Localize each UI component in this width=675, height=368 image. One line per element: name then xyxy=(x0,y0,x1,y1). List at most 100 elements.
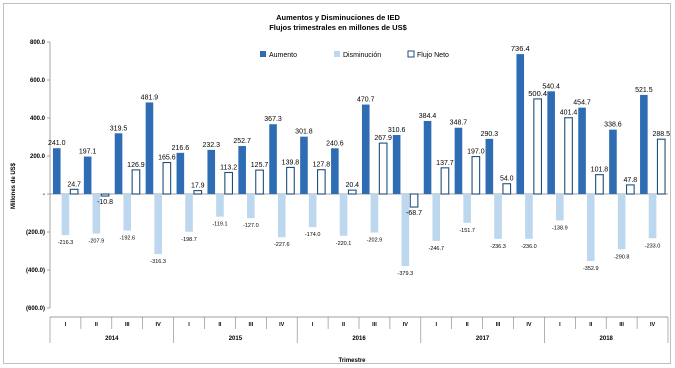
decrease-bar xyxy=(401,194,410,267)
ied-bar-chart: Aumentos y Disminuciones de IED Flujos t… xyxy=(11,13,670,364)
increase-value-label: 216.6 xyxy=(172,145,190,152)
increase-bar xyxy=(516,54,525,194)
chart-frame: Aumentos y Disminuciones de IED Flujos t… xyxy=(3,3,671,364)
quarter-label: II xyxy=(95,322,99,328)
net-flow-bar xyxy=(533,98,542,195)
y-tick-label: (400.0) xyxy=(26,268,45,274)
decrease-value-label: -236.0 xyxy=(521,244,537,250)
increase-bar xyxy=(331,148,339,194)
net-flow-value-label: 139.8 xyxy=(282,159,300,166)
increase-bar xyxy=(114,133,123,194)
increase-value-label: 454.7 xyxy=(573,100,591,107)
decrease-bar xyxy=(494,194,502,239)
y-tick-label: (200.0) xyxy=(26,230,45,236)
net-flow-value-label: 125.7 xyxy=(251,162,269,169)
net-flow-value-label: 54.0 xyxy=(500,176,514,183)
quarter-label: IV xyxy=(279,322,285,328)
increase-value-label: 241.0 xyxy=(48,140,66,147)
increase-value-label: 540.4 xyxy=(542,83,560,90)
decrease-bar xyxy=(463,194,471,223)
increase-bar xyxy=(392,134,401,194)
quarter-label: I xyxy=(435,322,437,328)
net-flow-value-label: 197.0 xyxy=(467,149,485,156)
decrease-value-label: -379.3 xyxy=(398,271,414,277)
y-tick-label: - xyxy=(43,192,45,198)
plot-area: 800.0 600.0 400.0 200.0 - (200.0) (400.0) (600.… xyxy=(26,40,670,343)
decrease-bar xyxy=(216,194,224,217)
increase-value-label: 338.6 xyxy=(604,122,622,129)
increase-value-label: 367.3 xyxy=(264,116,282,123)
net-flow-bar xyxy=(255,169,264,195)
decrease-bar xyxy=(247,194,255,219)
decrease-bar xyxy=(648,194,657,239)
increase-bar xyxy=(300,136,308,194)
increase-bar xyxy=(547,91,555,194)
y-tick-label: 200.0 xyxy=(30,154,46,160)
increase-value-label: 197.1 xyxy=(79,149,97,156)
net-flow-value-label: 165.6 xyxy=(158,155,176,162)
year-label: 2014 xyxy=(105,336,119,342)
increase-bar xyxy=(207,149,216,194)
quarter-label: II xyxy=(589,322,593,328)
y-tick-label: (600.0) xyxy=(26,306,45,312)
net-flow-bar xyxy=(656,138,666,195)
quarter-label: I xyxy=(312,322,314,328)
decrease-bar xyxy=(308,194,317,228)
net-flow-bar xyxy=(224,171,234,195)
decrease-value-label: -233.0 xyxy=(645,243,661,249)
decrease-bar xyxy=(61,194,70,236)
net-flow-bar xyxy=(131,169,141,195)
year-label: 2015 xyxy=(229,336,243,342)
quarter-label: IV xyxy=(403,322,409,328)
decrease-bar xyxy=(92,194,101,234)
year-label: 2018 xyxy=(600,336,614,342)
quarter-label: IV xyxy=(526,322,532,328)
decrease-value-label: -192.6 xyxy=(119,236,135,242)
decrease-value-label: -227.6 xyxy=(274,242,290,248)
decrease-value-label: -151.7 xyxy=(459,228,475,234)
quarter-label: III xyxy=(496,322,501,328)
net-flow-value-label: 267.9 xyxy=(374,135,392,142)
quarter-label: II xyxy=(342,322,346,328)
increase-value-label: 240.6 xyxy=(326,140,344,147)
decrease-value-label: -246.7 xyxy=(428,246,444,252)
legend-label: Aumento xyxy=(269,52,297,59)
legend-item-increase: Aumento xyxy=(260,51,297,59)
increase-bar xyxy=(269,124,277,194)
decrease-value-label: -138.9 xyxy=(552,225,568,231)
net-flow-value-label: 101.8 xyxy=(591,167,609,174)
net-flow-value-label: -10.8 xyxy=(97,199,113,206)
decrease-value-label: -216.3 xyxy=(58,240,74,246)
decrease-value-label: -220.1 xyxy=(336,241,352,247)
increase-value-label: 736.4 xyxy=(511,44,530,53)
decrease-bar xyxy=(556,194,564,221)
net-flow-bar xyxy=(100,193,110,197)
decrease-value-label: -127.0 xyxy=(243,223,259,229)
decrease-bar xyxy=(617,194,626,250)
net-flow-bar xyxy=(286,166,295,195)
increase-bar xyxy=(423,120,432,194)
increase-bar xyxy=(238,145,246,194)
increase-bar xyxy=(83,156,92,194)
net-flow-value-label: 500.4 xyxy=(528,89,547,98)
net-flow-bar xyxy=(69,188,79,195)
increase-value-label: 384.4 xyxy=(419,113,437,120)
decrease-bar xyxy=(432,194,441,241)
quarter-label: III xyxy=(372,322,377,328)
decrease-value-label: -198.7 xyxy=(181,237,197,243)
net-flow-value-label: 47.8 xyxy=(624,177,638,184)
legend-item-decrease: Disminución xyxy=(334,51,381,59)
increase-value-label: 521.5 xyxy=(635,87,653,94)
decrease-bar xyxy=(525,194,533,239)
year-label: 2017 xyxy=(476,336,490,342)
legend-item-net-flow: Flujo Neto xyxy=(407,50,449,59)
y-tick-label: 400.0 xyxy=(30,116,46,122)
decrease-value-label: -352.9 xyxy=(583,266,599,272)
net-flow-value-label: 126.9 xyxy=(127,162,145,169)
net-flow-value-label: -68.7 xyxy=(406,210,422,217)
quarter-label: II xyxy=(218,322,222,328)
legend-label: Disminución xyxy=(343,52,381,59)
quarter-label: III xyxy=(249,322,254,328)
increase-bar xyxy=(485,138,494,194)
increase-bar xyxy=(640,94,648,194)
